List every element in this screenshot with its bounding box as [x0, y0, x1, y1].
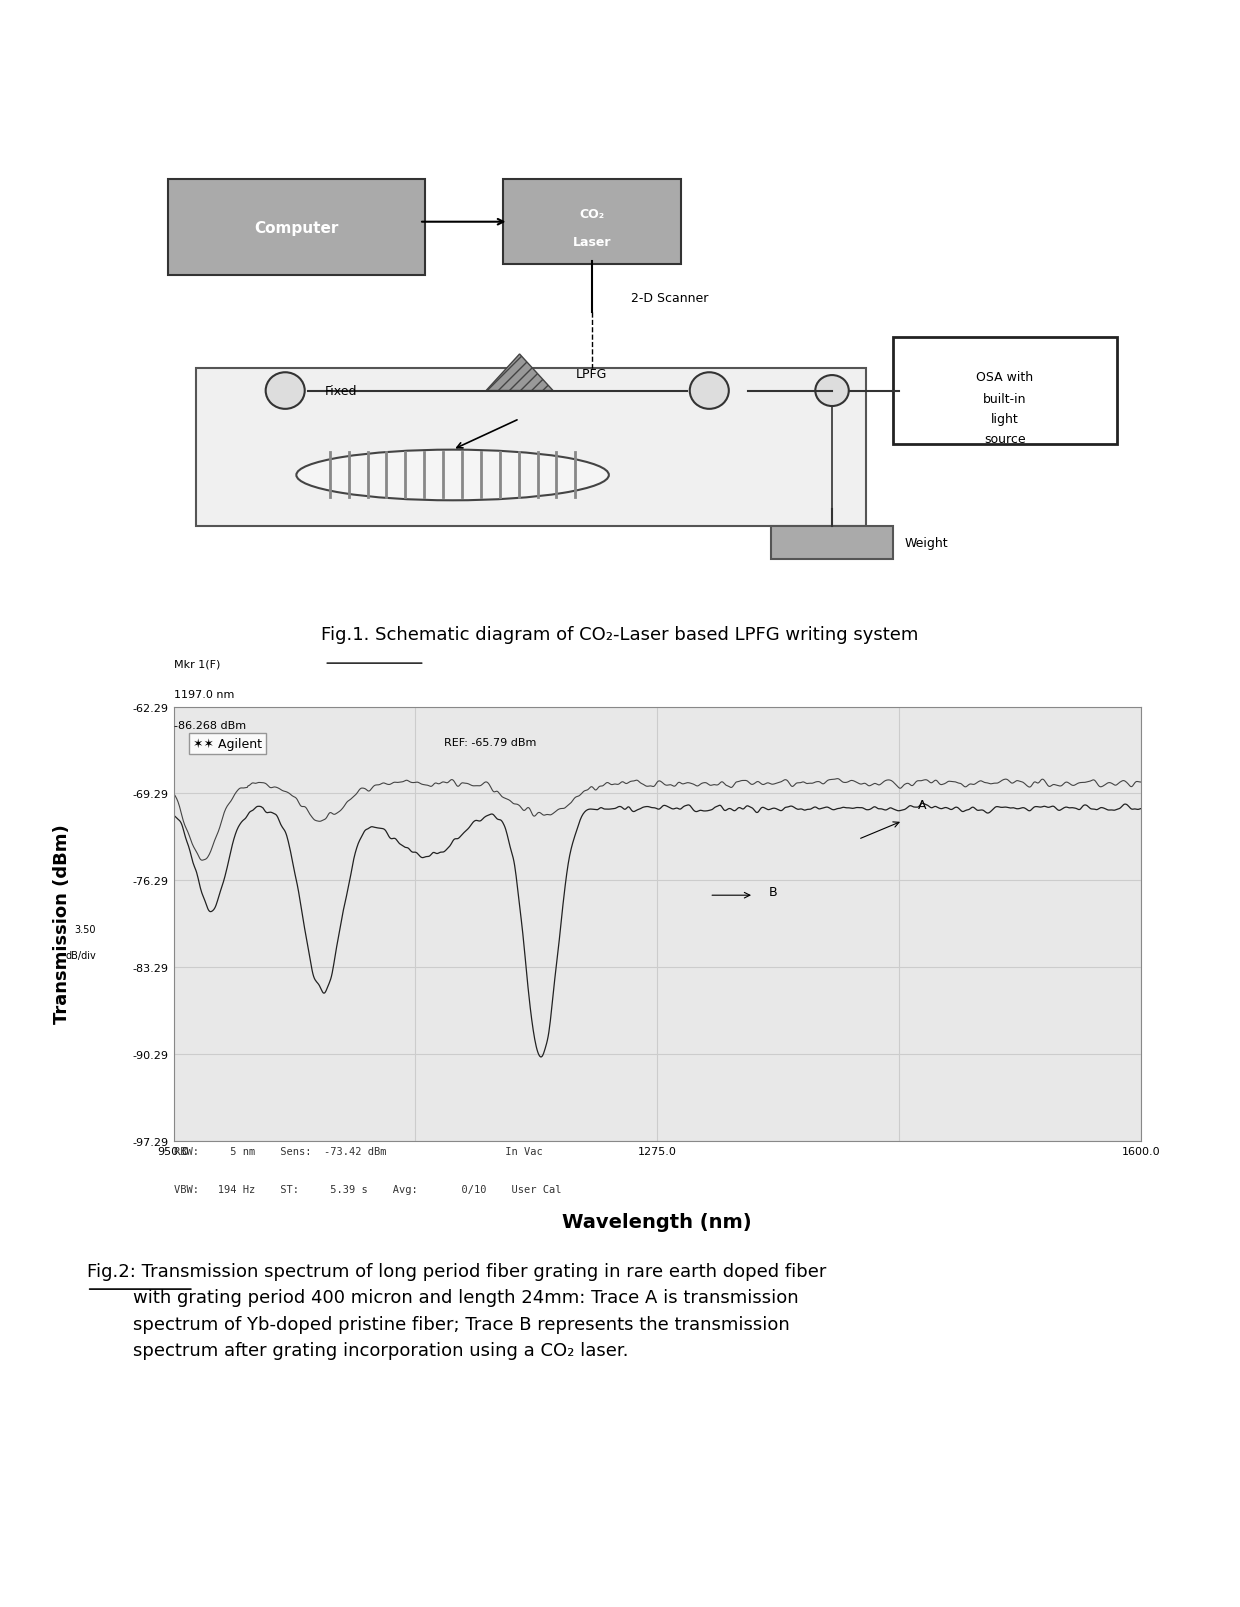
- FancyBboxPatch shape: [503, 180, 682, 265]
- A: [1133, 773, 1148, 792]
- Text: REF: -65.79 dBm: REF: -65.79 dBm: [444, 738, 537, 747]
- Text: Weight: Weight: [905, 537, 949, 550]
- Text: dB/div: dB/div: [66, 951, 97, 961]
- Ellipse shape: [816, 376, 849, 407]
- Text: A: A: [918, 799, 926, 812]
- Ellipse shape: [265, 373, 305, 410]
- Text: source: source: [985, 432, 1025, 445]
- Text: Laser: Laser: [573, 236, 611, 249]
- A: [195, 852, 210, 871]
- A: [174, 804, 188, 823]
- Text: Fig.1. Schematic diagram of CO₂-Laser based LPFG writing system: Fig.1. Schematic diagram of CO₂-Laser ba…: [321, 625, 919, 644]
- A: [186, 837, 201, 857]
- Text: 1197.0 nm: 1197.0 nm: [174, 689, 234, 699]
- B: [1133, 800, 1148, 820]
- A: [831, 770, 846, 789]
- A: [717, 775, 732, 794]
- Text: 3.50: 3.50: [74, 924, 97, 935]
- Line: A: A: [174, 779, 1141, 861]
- Line: B: B: [174, 804, 1141, 1057]
- B: [765, 799, 780, 818]
- Ellipse shape: [689, 373, 729, 410]
- FancyBboxPatch shape: [169, 180, 424, 276]
- Text: light: light: [991, 413, 1019, 426]
- Text: ✶✶ Agilent: ✶✶ Agilent: [193, 738, 262, 750]
- Text: VBW:   194 Hz    ST:     5.39 s    Avg:       0/10    User Cal: VBW: 194 Hz ST: 5.39 s Avg: 0/10 User Ca…: [174, 1184, 560, 1194]
- A: [166, 784, 181, 804]
- A: [599, 775, 614, 794]
- Bar: [196, 368, 866, 527]
- B: [599, 800, 614, 820]
- B: [533, 1048, 548, 1067]
- Text: -86.268 dBm: -86.268 dBm: [174, 720, 246, 731]
- B: [166, 805, 181, 824]
- Text: Transmission (dBm): Transmission (dBm): [53, 824, 71, 1024]
- A: [1032, 773, 1047, 792]
- A: [765, 775, 780, 794]
- Text: OSA with: OSA with: [976, 371, 1034, 384]
- Text: Mkr 1(F): Mkr 1(F): [174, 659, 219, 669]
- Polygon shape: [486, 355, 553, 392]
- B: [186, 855, 201, 874]
- Text: Wavelength (nm): Wavelength (nm): [563, 1212, 751, 1231]
- B: [174, 813, 188, 832]
- Text: built-in: built-in: [983, 394, 1027, 407]
- Bar: [770, 527, 893, 561]
- Text: Fig.2: Transmission spectrum of long period fiber grating in rare earth doped fi: Fig.2: Transmission spectrum of long per…: [87, 1263, 826, 1360]
- Text: Fixed: Fixed: [325, 384, 357, 399]
- Text: 2-D Scanner: 2-D Scanner: [631, 292, 708, 305]
- Ellipse shape: [296, 450, 609, 501]
- Text: CO₂: CO₂: [579, 207, 605, 220]
- B: [915, 794, 930, 813]
- Text: B: B: [769, 885, 777, 898]
- Text: RBW:     5 nm    Sens:  -73.42 dBm                   In Vac: RBW: 5 nm Sens: -73.42 dBm In Vac: [174, 1146, 542, 1155]
- B: [717, 802, 732, 821]
- Text: Computer: Computer: [254, 220, 339, 236]
- Text: LPFG: LPFG: [575, 368, 606, 381]
- B: [1032, 799, 1047, 818]
- FancyBboxPatch shape: [893, 337, 1116, 445]
